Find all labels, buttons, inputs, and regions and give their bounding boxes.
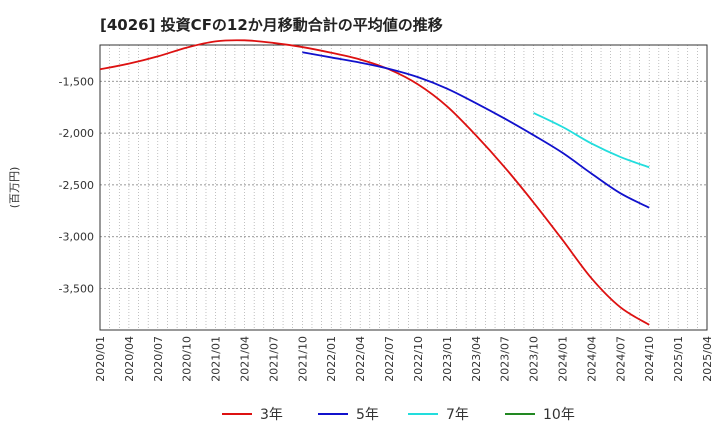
legend-item: 3年 [222,404,283,424]
x-tick-label: 2021/04 [239,336,252,382]
legend-swatch [222,413,252,415]
legend-label: 7年 [446,407,469,423]
legend-swatch [318,413,348,415]
x-tick-label: 2023/10 [528,336,541,382]
y-axis-label: (百万円) [8,167,21,209]
x-tick-label: 2021/01 [210,336,223,382]
line-chart: -1,500-2,000-2,500-3,000-3,500 2020/01 20… [8,39,714,382]
x-tick-label: 2021/10 [296,336,309,382]
y-tick-label: -2,500 [59,179,94,192]
y-tick-label: -3,500 [59,283,94,296]
x-tick-label: 2024/07 [614,336,627,382]
x-tick-label: 2025/01 [672,336,685,382]
grid-lines [100,45,707,330]
legend-label: 3年 [260,407,283,423]
legend-swatch [408,413,438,415]
legend-item: 7年 [408,404,469,424]
legend-item: 5年 [318,404,379,424]
x-tick-label: 2023/04 [470,336,483,382]
x-axis-ticks: 2020/01 2020/04 2020/07 2020/10 2021/01 2021/… [94,336,714,382]
legend-item: 10年 [505,404,575,424]
y-tick-label: -2,000 [59,127,94,140]
y-axis-ticks: -1,500 -2,000 -2,500 -3,000 -3,500 [59,75,94,295]
series-line-0 [99,39,650,326]
legend-swatch [505,413,535,415]
x-tick-label: 2022/04 [354,336,367,382]
x-tick-label: 2022/07 [383,336,396,382]
y-tick-label: -1,500 [59,75,94,88]
x-tick-label: 2024/04 [585,336,598,382]
x-tick-label: 2025/04 [701,336,714,382]
x-tick-label: 2023/01 [441,336,454,382]
x-tick-label: 2024/10 [643,336,656,382]
x-tick-label: 2024/01 [556,336,569,382]
legend-label: 5年 [356,407,379,423]
chart-title: [4026] 投資CFの12か月移動合計の平均値の推移 [100,16,443,34]
x-tick-label: 2020/07 [152,336,165,382]
plot-frame [99,44,708,331]
series-lines [99,39,650,326]
x-tick-label: 2023/07 [499,336,512,382]
legend: 3年 5年 7年 10年 [0,404,720,426]
series-line-1 [302,51,650,209]
x-tick-label: 2020/10 [181,336,194,382]
series-line-2 [533,112,650,169]
x-tick-label: 2020/04 [123,336,136,382]
legend-label: 10年 [543,407,575,423]
x-tick-label: 2022/01 [325,336,338,382]
y-tick-label: -3,000 [59,231,94,244]
x-tick-label: 2020/01 [94,336,107,382]
x-tick-label: 2022/10 [412,336,425,382]
x-tick-label: 2021/07 [267,336,280,382]
